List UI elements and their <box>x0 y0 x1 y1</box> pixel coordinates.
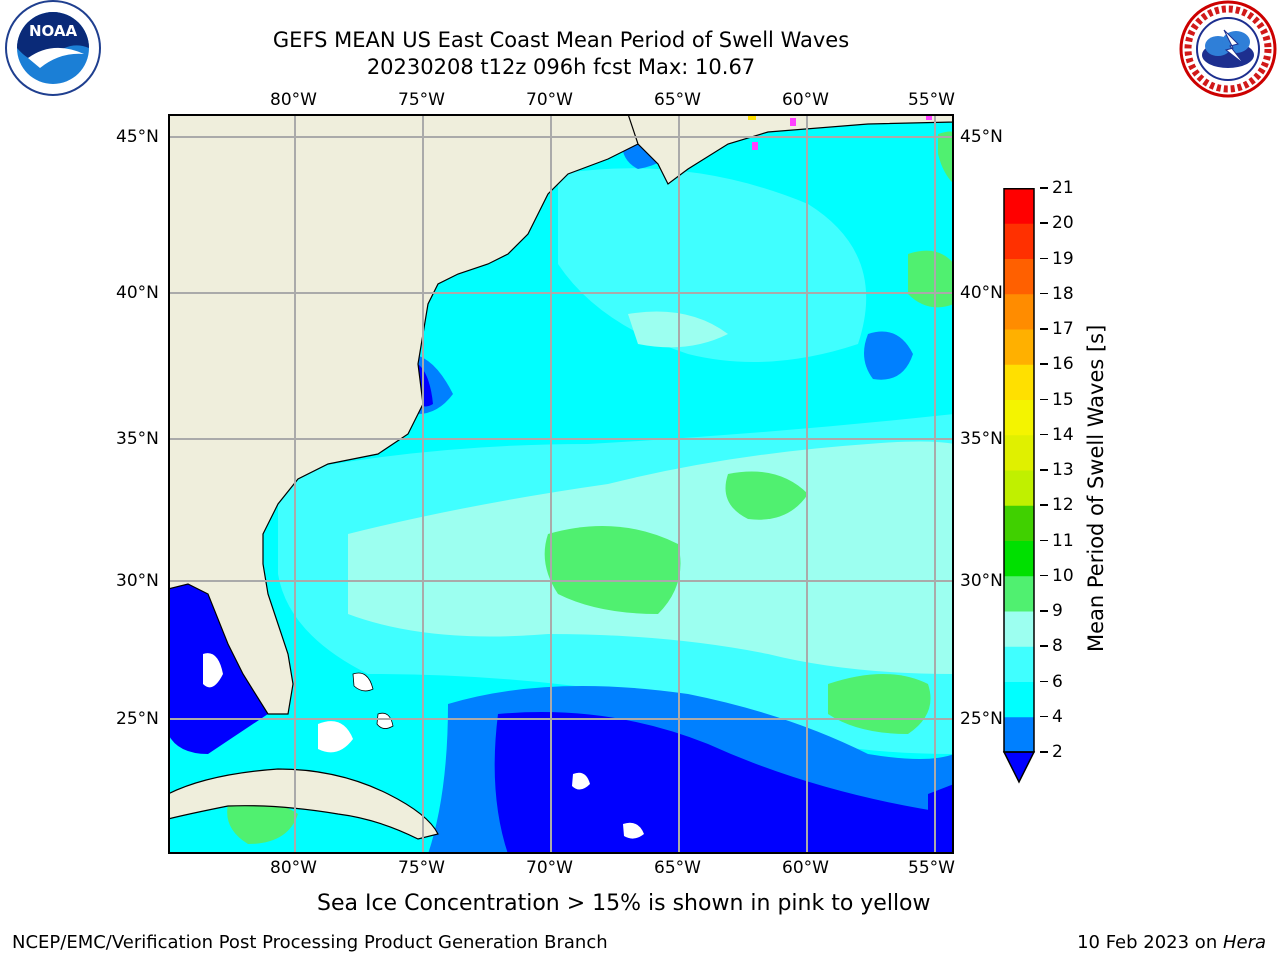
colorbar-band <box>1004 611 1034 647</box>
colorbar <box>1002 188 1036 784</box>
map-subtitle: 20230208 t12z 096h fcst Max: 10.67 <box>366 55 756 79</box>
colorbar-tick-mark <box>1040 469 1048 471</box>
colorbar-band <box>1004 258 1034 295</box>
noaa-logo: NOAA <box>0 0 106 100</box>
lon-tick-bottom-80w: 80°W <box>270 858 317 878</box>
colorbar-band <box>1004 293 1034 330</box>
footer-host: Hera <box>1222 932 1266 953</box>
colorbar-tick-label: 2 <box>1052 742 1063 762</box>
colorbar-tick-mark <box>1040 292 1048 295</box>
footer-date: 10 Feb 2023 on Hera <box>1077 932 1266 954</box>
colorbar-band <box>1004 399 1034 436</box>
lat-tick-left-25n: 25°N <box>116 709 159 729</box>
lon-tick-bottom-65w: 65°W <box>654 858 701 878</box>
colorbar-tick-label: 11 <box>1052 530 1074 551</box>
colorbar-tick-mark <box>1040 610 1048 612</box>
cuba-land <box>168 768 439 840</box>
colorbar-band <box>1004 540 1034 577</box>
colorbar-tick-label: 4 <box>1052 706 1063 727</box>
lat-tick-right-30n: 30°N <box>960 571 1003 591</box>
colorbar-tick-mark <box>1040 433 1048 436</box>
lat-tick-left-35n: 35°N <box>116 429 159 449</box>
lat-tick-right-35n: 35°N <box>960 429 1003 449</box>
colorbar-tick-label: 16 <box>1052 354 1074 375</box>
colorbar-band <box>1004 329 1034 365</box>
colorbar-tick-label: 14 <box>1052 424 1074 445</box>
colorbar-band <box>1004 646 1034 682</box>
nws-logo <box>1178 0 1278 100</box>
colorbar-frame <box>1003 188 1035 753</box>
colorbar-tick-label: 12 <box>1052 495 1074 516</box>
colorbar-tick-mark <box>1040 751 1048 753</box>
colorbar-band <box>1004 681 1034 718</box>
lon-tick-bottom-55w: 55°W <box>908 858 955 878</box>
colorbar-tick-mark <box>1040 539 1048 541</box>
colorbar-tick-label: 9 <box>1052 601 1063 621</box>
colorbar-tick-label: 10 <box>1052 565 1074 586</box>
lon-tick-top-80w: 80°W <box>270 90 317 110</box>
footer-date-text: 10 Feb 2023 on <box>1077 932 1223 953</box>
colorbar-band <box>1004 716 1034 753</box>
colorbar-tick-mark <box>1040 680 1048 682</box>
colorbar-band <box>1004 505 1034 541</box>
colorbar-tick-label: 19 <box>1052 248 1074 269</box>
lon-tick-bottom-70w: 70°W <box>526 858 573 878</box>
colorbar-tick-mark <box>1040 645 1048 647</box>
lat-tick-right-25n: 25°N <box>960 709 1003 729</box>
colorbar-tick-mark <box>1040 187 1048 189</box>
lon-tick-top-65w: 65°W <box>654 90 701 110</box>
footer-credit: NCEP/EMC/Verification Post Processing Pr… <box>12 932 608 953</box>
lon-tick-bottom-60w: 60°W <box>782 858 829 878</box>
colorbar-tick-label: 6 <box>1052 671 1063 692</box>
lon-tick-top-55w: 55°W <box>908 90 955 110</box>
colorbar-band <box>1004 188 1034 224</box>
colorbar-tick-label: 8 <box>1052 636 1063 657</box>
lat-tick-left-30n: 30°N <box>116 571 159 591</box>
lat-tick-right-40n: 40°N <box>960 283 1003 303</box>
colorbar-band <box>1004 223 1034 259</box>
colorbar-tick-mark <box>1040 574 1048 577</box>
colorbar-tick-label: 13 <box>1052 460 1074 480</box>
colorbar-tick-mark <box>1040 363 1048 365</box>
colorbar-tick-label: 21 <box>1052 178 1074 198</box>
lon-tick-bottom-75w: 75°W <box>398 858 445 878</box>
colorbar-tick-mark <box>1040 715 1048 718</box>
colorbar-tick-mark <box>1040 504 1048 506</box>
lon-tick-top-75w: 75°W <box>398 90 445 110</box>
lat-tick-left-40n: 40°N <box>116 283 159 303</box>
colorbar-tick-mark <box>1040 328 1048 330</box>
colorbar-tick-label: 15 <box>1052 389 1074 410</box>
colorbar-band <box>1004 470 1034 506</box>
swell-high-patch <box>544 526 681 614</box>
colorbar-tick-label: 20 <box>1052 213 1074 234</box>
colorbar-band <box>1004 575 1034 612</box>
colorbar-tick-mark <box>1040 257 1048 259</box>
sea-ice-note: Sea Ice Concentration > 15% is shown in … <box>317 891 931 916</box>
colorbar-band <box>1004 434 1034 471</box>
colorbar-label: Mean Period of Swell Waves [s] <box>1084 324 1108 652</box>
colorbar-extend-arrow <box>1002 751 1036 784</box>
swell-period-map <box>168 114 954 854</box>
graticule <box>168 114 954 854</box>
lat-tick-right-45n: 45°N <box>960 127 1003 147</box>
lon-tick-top-60w: 60°W <box>782 90 829 110</box>
colorbar-band <box>1004 364 1034 400</box>
noaa-logo-text: NOAA <box>29 22 78 40</box>
colorbar-tick-label: 17 <box>1052 319 1074 339</box>
colorbar-tick-mark <box>1040 222 1048 224</box>
map-title: GEFS MEAN US East Coast Mean Period of S… <box>272 28 850 52</box>
colorbar-tick-mark <box>1040 398 1048 400</box>
colorbar-tick-label: 18 <box>1052 283 1074 304</box>
lat-tick-left-45n: 45°N <box>116 127 159 147</box>
canada-land <box>627 114 954 185</box>
lon-tick-top-70w: 70°W <box>526 90 573 110</box>
